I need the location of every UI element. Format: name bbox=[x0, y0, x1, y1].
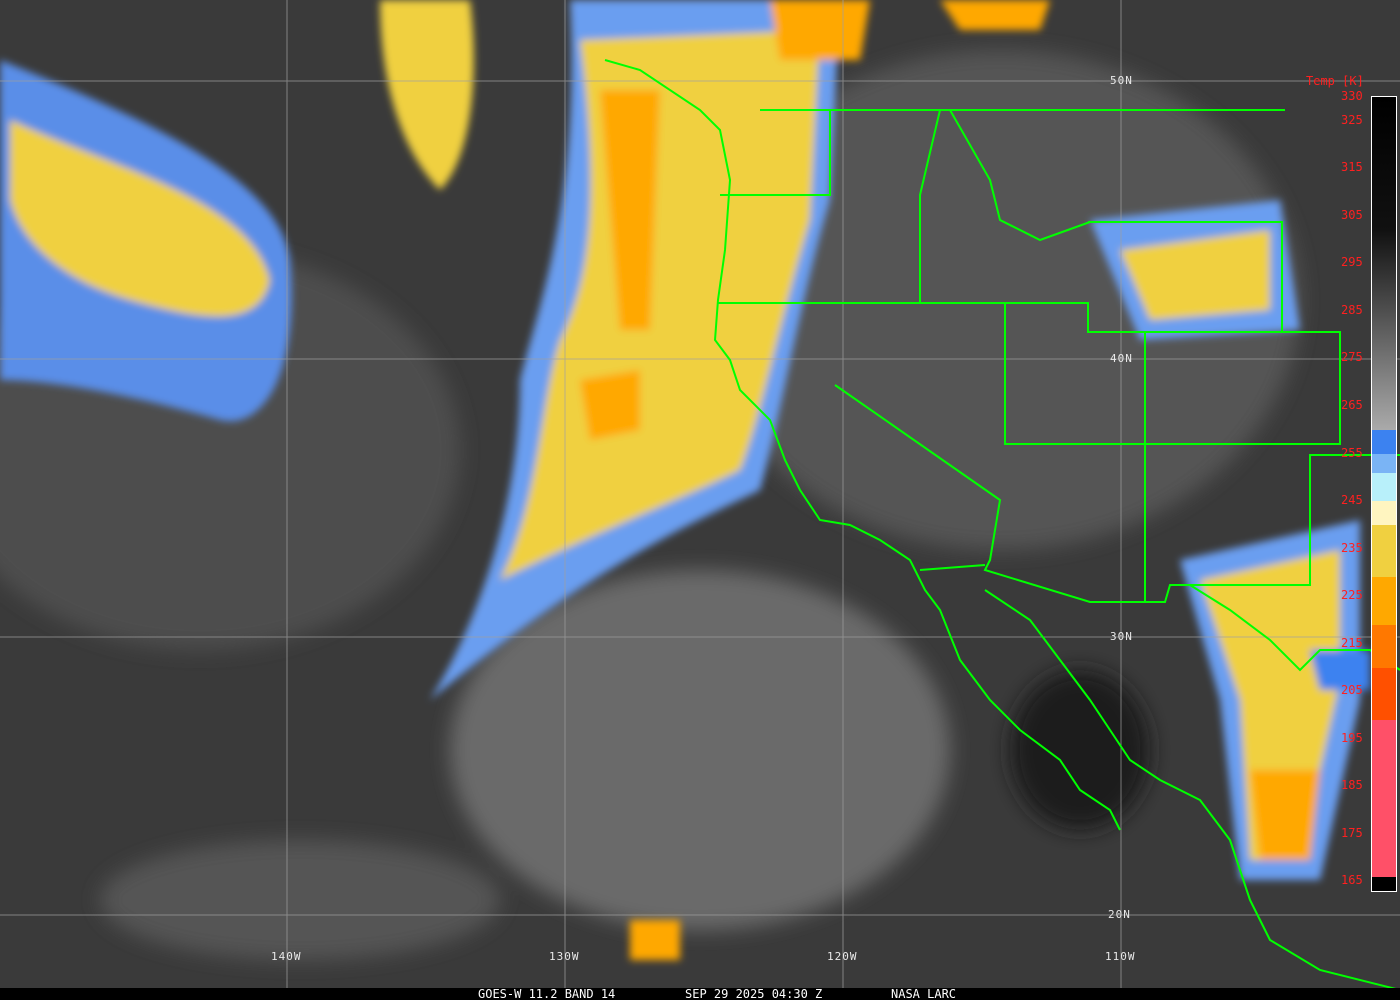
colorbar-band bbox=[1372, 524, 1396, 578]
colorbar-tick-label: 285 bbox=[1341, 302, 1363, 317]
lat-label-20n: 20N bbox=[1108, 908, 1131, 921]
lon-label-110w: 110W bbox=[1105, 950, 1136, 963]
colorbar-band bbox=[1372, 719, 1396, 877]
lat-label-30n: 30N bbox=[1110, 630, 1133, 643]
lon-label-130w: 130W bbox=[549, 950, 580, 963]
mexico-us-border-east bbox=[1189, 584, 1400, 672]
colorbar-tick-label: 225 bbox=[1341, 588, 1363, 603]
colorbar-tick-label: 255 bbox=[1341, 445, 1363, 460]
colorbar-tick-label: 175 bbox=[1341, 825, 1363, 840]
colorbar-tick-label: 245 bbox=[1341, 493, 1363, 508]
state-borders bbox=[718, 109, 1400, 603]
colorbar-tick-label: 330 bbox=[1341, 89, 1363, 103]
colorbar-band bbox=[1372, 429, 1396, 454]
colorbar-tick-label: 195 bbox=[1341, 730, 1363, 745]
colorbar-band bbox=[1372, 501, 1396, 525]
colorbar-band bbox=[1372, 97, 1396, 430]
colorbar-tick-label: 325 bbox=[1341, 112, 1363, 127]
colorbar-band bbox=[1372, 453, 1396, 473]
lat-label-40n: 40N bbox=[1110, 352, 1133, 365]
colorbar-band bbox=[1372, 472, 1396, 502]
colorbar-band bbox=[1372, 577, 1396, 625]
mexico-mainland-coast bbox=[984, 589, 1400, 991]
caption-source: NASA LARC bbox=[891, 987, 957, 1000]
colorbar-title: Temp [K] bbox=[1306, 74, 1364, 88]
colorbar-tick-label: 265 bbox=[1341, 398, 1363, 413]
temperature-colorbar bbox=[1371, 96, 1397, 892]
colorbar-tick-label: 305 bbox=[1341, 207, 1363, 222]
colorbar-tick-label: 165 bbox=[1341, 873, 1363, 888]
lon-label-140w: 140W bbox=[271, 950, 302, 963]
colorbar-tick-label: 185 bbox=[1341, 778, 1363, 793]
colorbar-tick-label: 275 bbox=[1341, 350, 1363, 365]
political-borders bbox=[604, 59, 1400, 991]
caption-datetime: SEP 29 2025 04:30 Z bbox=[685, 987, 823, 1000]
colorbar-tick-label: 205 bbox=[1341, 683, 1363, 698]
cold-cloud-tops bbox=[0, 0, 1370, 960]
background-clouds bbox=[0, 50, 1300, 960]
cascade-borders bbox=[949, 109, 1091, 242]
colorbar-band bbox=[1372, 667, 1396, 720]
colorbar-tick-label: 235 bbox=[1341, 540, 1363, 555]
colorbar-band bbox=[1372, 876, 1396, 891]
caption-satellite: GOES-W 11.2 BAND 14 bbox=[478, 987, 616, 1000]
lat-label-50n: 50N bbox=[1110, 74, 1133, 87]
colorbar-tick-label: 215 bbox=[1341, 635, 1363, 650]
lon-label-120w: 120W bbox=[827, 950, 858, 963]
colorbar-tick-label: 295 bbox=[1341, 255, 1363, 270]
us-west-coastline bbox=[604, 59, 1121, 831]
image-caption: GOES-W 11.2 BAND 14 SEP 29 2025 04:30 Z … bbox=[0, 988, 1400, 1000]
colorbar-band bbox=[1372, 624, 1396, 668]
colorbar-tick-label: 315 bbox=[1341, 160, 1363, 175]
